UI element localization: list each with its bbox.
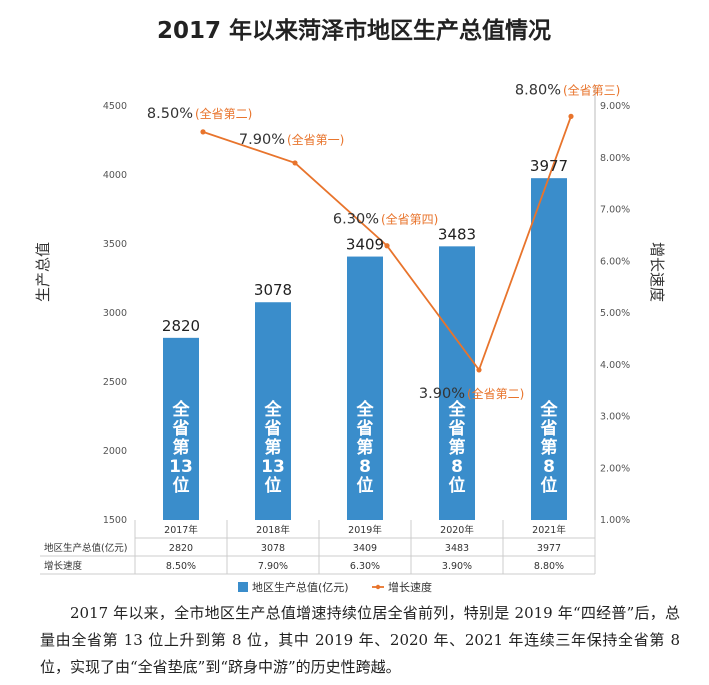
bar-rank-text: 位 [173,475,190,496]
bar-rank-text: 全 [172,399,191,420]
growth-point [476,367,482,373]
y2-tick-label: 6.00% [600,256,630,267]
bar-rank-text: 省 [172,418,190,439]
y-tick-label: 3000 [103,308,127,319]
bar-rank-text: 位 [449,475,466,496]
bar [163,337,199,520]
growth-rank-label: (全省第一) [287,132,344,147]
growth-line [200,113,574,373]
table-cell: 2820 [169,543,193,554]
bar-rank-text: 省 [448,418,466,439]
y-tick-label: 4000 [103,170,127,181]
legend-line-point [375,584,381,590]
y-tick-label: 2000 [103,446,127,457]
bar-rank-text: 全 [356,399,375,420]
bar [531,178,567,520]
bar-rank-text: 8 [543,457,555,477]
gdp-combo-chart: 2017 年以来菏泽市地区生产总值情况 1500 2000 2500 3000 3500… [34,17,666,594]
growth-rate-label: 8.50% [147,106,193,122]
bar-rank-text: 第 [265,437,282,458]
growth-rank-label: (全省第二) [195,106,252,121]
y2-tick-label: 4.00% [600,360,630,371]
y2-tick-label: 9.00% [600,101,630,112]
growth-rank-label: (全省第二) [467,386,524,401]
table-cell: 3.90% [442,561,472,572]
y2-tick-label: 8.00% [600,153,630,164]
y2-tick-label: 2.00% [600,463,630,474]
table-cell: 3078 [261,543,285,554]
table-cell: 2021年 [532,524,566,536]
bar-rank-text: 全 [540,399,559,420]
table-cell: 2017年 [164,524,198,536]
bar [255,302,291,520]
table-cell: 3409 [353,543,377,554]
y-tick-label: 4500 [103,101,127,112]
table-cell: 2020年 [440,524,474,536]
y2-axis-label: 增长速度 [648,242,666,302]
bar-value-label: 3078 [254,281,292,299]
growth-rate-label: 6.30% [333,212,379,228]
description-paragraph: 2017 年以来，全市地区生产总值增速持续位居全省前列，特别是 2019 年“四… [40,604,680,676]
bar-rank-text: 省 [540,418,558,439]
bar-rank-text: 第 [173,437,190,458]
growth-point [292,160,298,166]
y2-tick-label: 7.00% [600,205,630,216]
bar-rank-text: 省 [264,418,282,439]
bar-rank-text: 13 [261,457,285,477]
growth-rate-label: 3.90% [419,386,465,402]
legend-bar-label: 地区生产总值(亿元) [252,580,349,594]
table-cell: 6.30% [350,561,380,572]
y2-tick-label: 3.00% [600,412,630,423]
growth-point [568,113,574,119]
y-tick-label: 3500 [103,239,127,250]
y2-tick-label: 5.00% [600,308,630,319]
bar-rank-text: 位 [265,475,282,496]
table-cell: 2019年 [348,524,382,536]
bar [347,256,383,520]
bar [439,246,475,520]
table-cell: 8.80% [534,561,564,572]
bar-value-label: 3483 [438,225,476,243]
table-row-header: 增长速度 [44,560,83,572]
table-cell: 7.90% [258,561,288,572]
bar-rank-text: 位 [357,475,374,496]
bar-rank-text: 第 [541,437,558,458]
table-cell: 8.50% [166,561,196,572]
growth-point [200,129,206,135]
legend-line-label: 增长速度 [388,580,432,594]
legend: 地区生产总值(亿元) 增长速度 [238,580,432,594]
growth-rank-label: (全省第三) [563,82,620,97]
y-axis-label: 生产总值 [34,242,52,302]
table-cell: 3977 [537,543,561,554]
bar-rank-text: 第 [449,437,466,458]
chart-title: 2017 年以来菏泽市地区生产总值情况 [157,17,551,44]
bar-rank-text: 第 [357,437,374,458]
bar-rank-text: 位 [541,475,558,496]
growth-rate-label: 8.80% [515,82,561,98]
bar-value-label: 2820 [162,317,200,335]
bar-rank-text: 省 [356,418,374,439]
y-tick-label: 1500 [103,515,127,526]
table-cell: 2018年 [256,524,290,536]
table-cell: 3483 [445,543,469,554]
y-tick-label: 2500 [103,377,127,388]
growth-point [384,243,390,249]
y2-tick-label: 1.00% [600,515,630,526]
bar-rank-text: 13 [169,457,193,477]
bar-value-label: 3977 [530,157,568,175]
growth-rank-label: (全省第四) [381,212,438,227]
table-row-header: 地区生产总值(亿元) [44,542,127,554]
bar-rank-text: 8 [359,457,371,477]
bar-rank-text: 8 [451,457,463,477]
growth-rate-label: 7.90% [239,132,285,148]
bar-rank-text: 全 [448,399,467,420]
bar-value-label: 3409 [346,236,384,254]
legend-bar-swatch [238,582,248,592]
bar-rank-text: 全 [264,399,283,420]
axes: 1500 2000 2500 3000 3500 4000 4500 1.00% 2.00% 3.… [34,86,666,526]
